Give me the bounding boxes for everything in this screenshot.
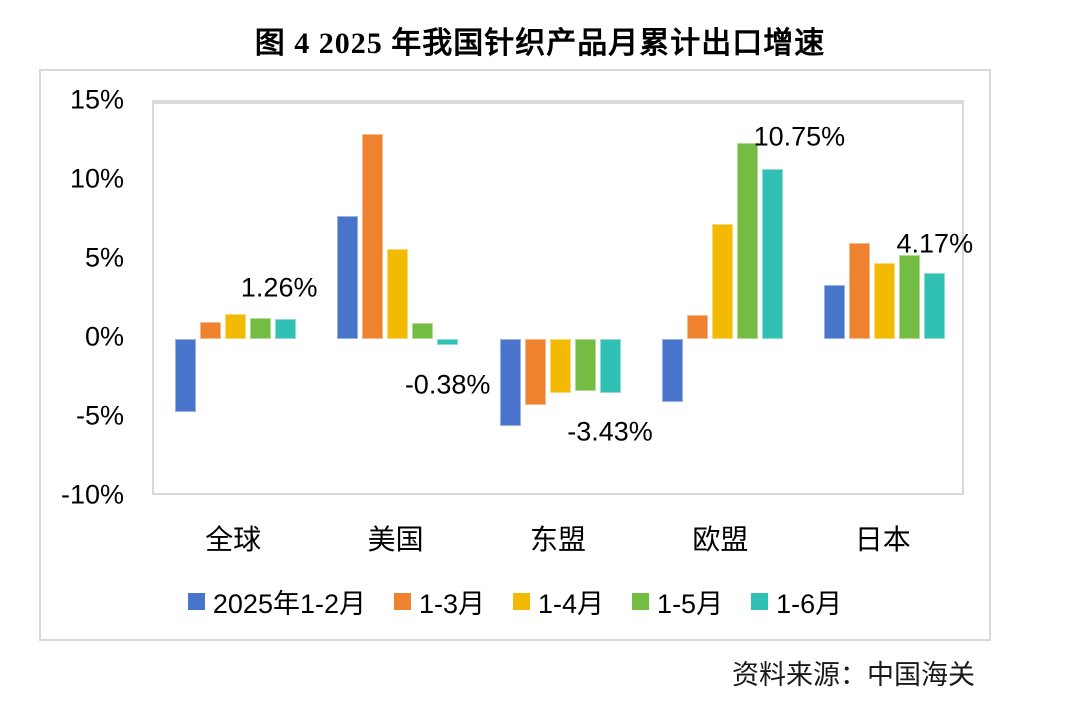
bar-1-4月-美国 [387,248,409,339]
y-axis-tick: -5% [75,400,124,431]
legend-item-1-3月: 1-3月 [393,582,486,621]
bar-1-5月-全球 [249,318,271,339]
legend-item-1-5月: 1-5月 [632,582,723,621]
x-axis-label-美国: 美国 [367,524,424,555]
legend-label: 1-6月 [776,589,843,619]
y-axis-tick: 5% [84,242,124,273]
legend-label: 1-4月 [538,589,605,619]
bar-1-5月-东盟 [574,339,596,392]
bar-2025年1-2月-东盟 [499,339,521,426]
bar-1-4月-日本 [874,263,896,339]
legend-item-2025年1-2月: 2025年1-2月 [187,582,366,621]
data-label-欧盟: 10.75% [753,121,846,152]
bar-1-6月-东盟 [599,339,621,394]
bar-1-5月-美国 [412,323,434,339]
bar-1-5月-日本 [899,255,921,339]
bar-1-3月-美国 [362,133,384,339]
legend-swatch-icon [513,593,531,610]
data-label-全球: 1.26% [240,272,318,303]
source-note: 资料来源：中国海关 [732,660,975,690]
x-axis-label-欧盟: 欧盟 [692,524,749,555]
legend-label: 1-3月 [418,589,486,619]
bar-2025年1-2月-全球 [174,339,196,412]
legend-swatch-icon [393,593,411,610]
bar-1-3月-日本 [849,242,871,339]
legend-swatch-icon [632,593,650,610]
plot-area: 1.26% -0.38% -3.43% 10.75% 4.17% [152,100,973,495]
data-label-日本: 4.17% [896,228,974,259]
legend-label: 1-5月 [657,589,724,619]
x-axis-label-东盟: 东盟 [529,524,587,555]
legend-label: 2025年1-2月 [212,589,366,619]
legend: 2025年1-2月 1-3月 1-4月 1-5月 1-6月 [41,582,989,621]
bar-1-6月-全球 [274,319,296,339]
y-axis-tick: 0% [84,321,124,352]
y-axis-tick: 10% [69,163,124,194]
bar-2025年1-2月-欧盟 [661,339,683,403]
bar-1-6月-欧盟 [761,169,783,339]
bar-1-4月-东盟 [549,339,571,393]
bar-1-4月-全球 [224,313,246,339]
zero-axis-line [154,102,962,104]
bar-1-4月-欧盟 [711,223,733,339]
x-axis-label-日本: 日本 [854,524,911,555]
x-axis-label-全球: 全球 [205,524,262,555]
legend-swatch-icon [751,593,769,610]
bar-1-5月-欧盟 [736,143,758,339]
y-axis-tick: -10% [60,479,124,510]
data-label-东盟: -3.43% [567,416,653,447]
chart-container: 1.26% -0.38% -3.43% 10.75% 4.17% 15% 10% 5% 0% -… [39,69,991,641]
chart-title: 图 4 2025 年我国针织产品月累计出口增速 [254,27,826,60]
bar-2025年1-2月-美国 [337,215,359,339]
legend-swatch-icon [187,593,205,610]
y-axis-tick: 15% [69,84,124,115]
bar-1-3月-全球 [199,321,221,339]
bar-1-6月-美国 [437,339,459,345]
bar-2025年1-2月-日本 [824,285,846,339]
legend-item-1-6月: 1-6月 [751,582,842,621]
bar-1-3月-欧盟 [686,315,708,339]
bar-1-3月-东盟 [524,339,546,406]
data-label-美国: -0.38% [404,369,491,400]
legend-item-1-4月: 1-4月 [513,582,604,621]
bar-1-6月-日本 [924,273,946,339]
